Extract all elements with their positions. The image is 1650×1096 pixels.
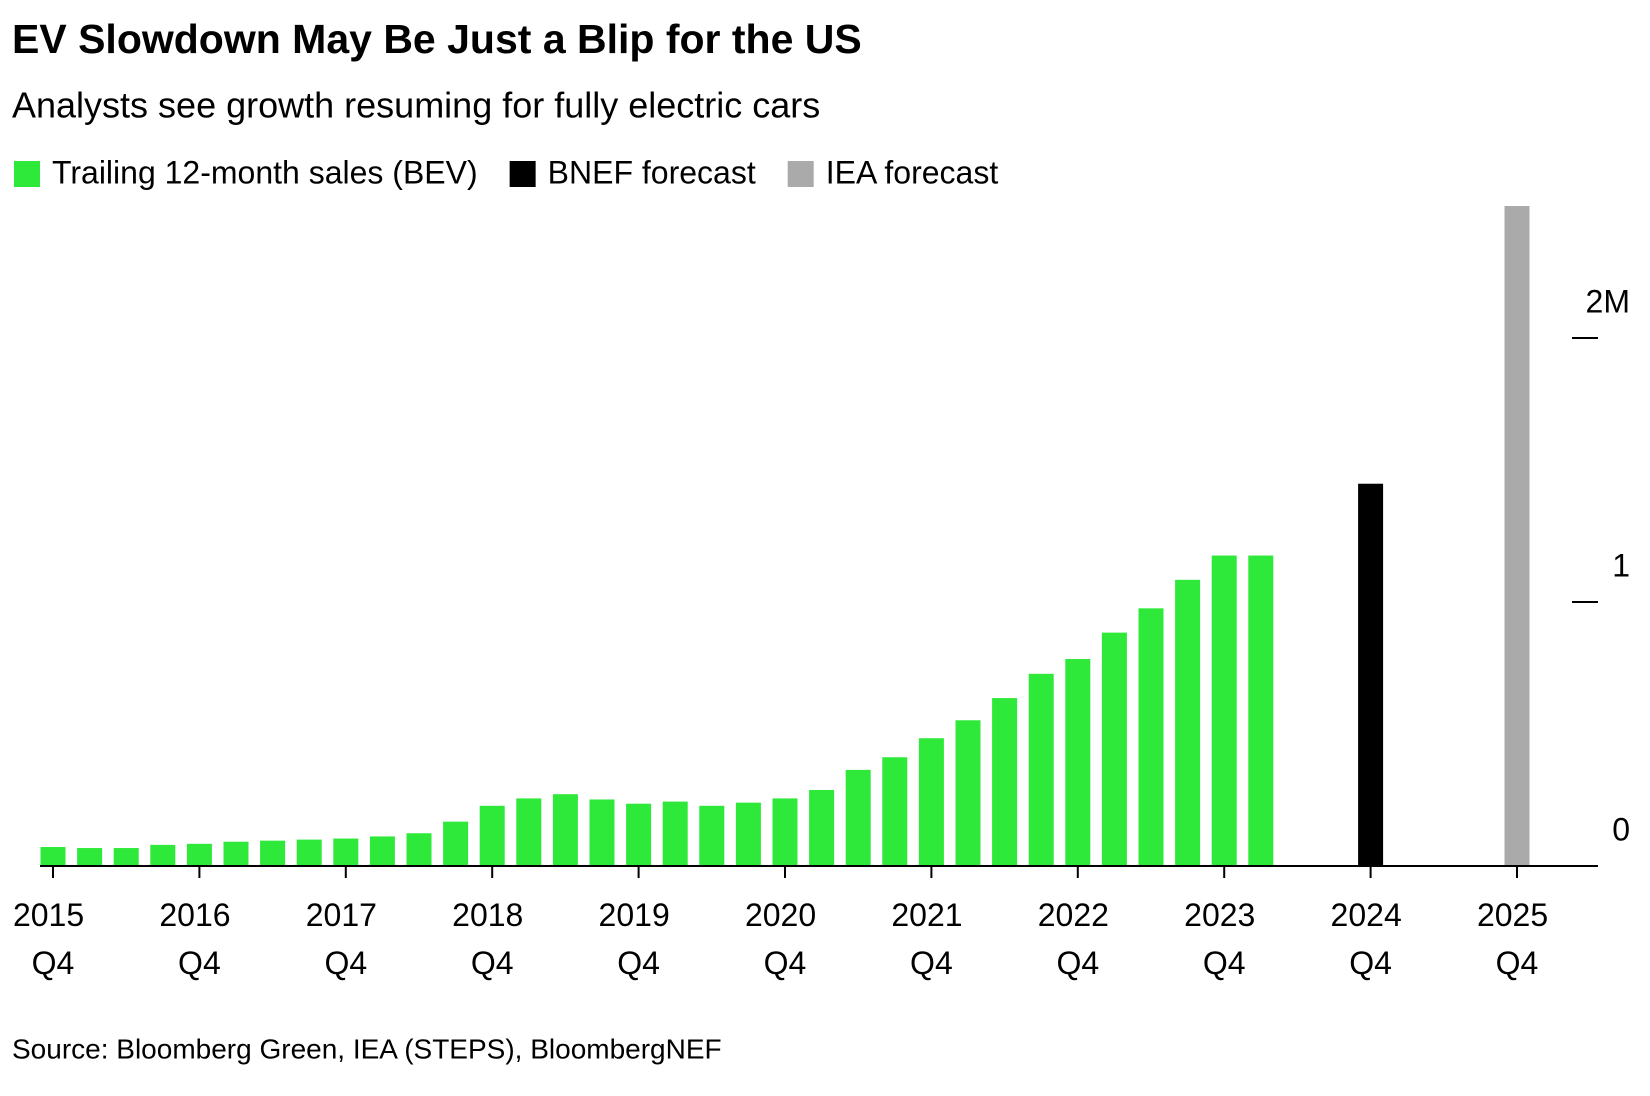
bar — [1175, 579, 1201, 866]
bar — [955, 720, 981, 866]
bar — [150, 844, 176, 866]
bar — [918, 738, 944, 866]
x-tick-label-line: Q4 — [617, 945, 660, 981]
bar — [1248, 555, 1274, 866]
bar — [589, 799, 615, 866]
x-tick-label: 2022 Q4 — [1038, 897, 1118, 981]
x-tick-label-line: 2020 — [745, 897, 825, 933]
x-tick-label: 2017 Q4 — [306, 897, 386, 981]
x-tick-label-line: Q4 — [324, 945, 367, 981]
bar — [223, 841, 249, 866]
x-tick-label: 2021 Q4 — [891, 897, 971, 981]
x-tick-label-line: Q4 — [32, 945, 75, 981]
bar — [1028, 673, 1054, 866]
x-tick-label: 2016 Q4 — [159, 897, 239, 981]
legend-swatch — [787, 161, 814, 187]
x-tick-label: 2019 Q4 — [599, 897, 679, 981]
x-tick-label: 2024 Q4 — [1331, 897, 1411, 981]
x-tick-label: 2023 Q4 — [1184, 897, 1264, 981]
bar — [40, 846, 66, 866]
bar — [113, 848, 139, 866]
x-tick-label-line: Q4 — [471, 945, 514, 981]
bar — [516, 798, 542, 866]
bar — [406, 833, 432, 866]
bar — [1211, 555, 1237, 866]
x-tick-label-line: Q4 — [1496, 945, 1539, 981]
bar — [699, 805, 725, 866]
bar — [369, 836, 395, 866]
x-tick-label: 2018 Q4 — [452, 897, 532, 981]
x-tick-label-line: 2022 — [1038, 897, 1118, 933]
x-tick-label: 2020 Q4 — [745, 897, 825, 981]
x-tick-label-line: Q4 — [178, 945, 221, 981]
bar — [809, 789, 835, 866]
legend-label: IEA forecast — [826, 154, 999, 190]
x-tick-label-line: 2021 — [891, 897, 971, 933]
bar — [1504, 206, 1530, 866]
x-tick-label: 2015 Q4 — [13, 897, 93, 981]
bar — [479, 805, 505, 866]
bar — [992, 698, 1018, 866]
bar — [1101, 632, 1127, 866]
bar — [443, 821, 469, 866]
legend-swatch — [14, 161, 40, 187]
x-tick-label-line: Q4 — [1056, 945, 1099, 981]
x-tick-label-line: 2016 — [159, 897, 239, 933]
x-tick-label-line: Q4 — [910, 945, 953, 981]
bar — [186, 843, 212, 866]
bar — [1065, 659, 1091, 866]
bar — [662, 801, 688, 866]
y-tick-label: 2M — [1586, 283, 1630, 319]
bar — [260, 840, 286, 866]
x-tick-label: 2025 Q4 — [1477, 897, 1557, 981]
bar — [626, 803, 652, 866]
x-tick-label-line: 2019 — [599, 897, 679, 933]
legend-label: BNEF forecast — [548, 154, 756, 190]
bar — [296, 839, 322, 866]
legend-label: Trailing 12-month sales (BEV) — [52, 154, 478, 190]
x-tick-label-line: 2017 — [306, 897, 386, 933]
chart-subtitle: Analysts see growth resuming for fully e… — [12, 85, 820, 126]
source-note: Source: Bloomberg Green, IEA (STEPS), Bl… — [12, 1033, 722, 1064]
bar — [1138, 608, 1164, 866]
bar — [735, 802, 761, 866]
y-tick-label: 1 — [1612, 547, 1630, 583]
x-tick-label-line: 2018 — [452, 897, 532, 933]
bar — [845, 769, 871, 866]
bar — [333, 838, 359, 866]
y-tick-label: 0 — [1612, 811, 1630, 847]
chart-title: EV Slowdown May Be Just a Blip for the U… — [12, 16, 862, 62]
legend-swatch — [509, 161, 536, 187]
x-tick-label-line: Q4 — [764, 945, 807, 981]
bar — [772, 798, 798, 866]
x-tick-label-line: 2023 — [1184, 897, 1264, 933]
bar — [882, 757, 908, 866]
x-tick-label-line: Q4 — [1203, 945, 1246, 981]
x-tick-label-line: 2015 — [13, 897, 93, 933]
bar — [77, 848, 103, 866]
x-tick-label-line: 2025 — [1477, 897, 1557, 933]
x-tick-label-line: 2024 — [1331, 897, 1411, 933]
bar — [1358, 483, 1384, 866]
x-tick-label-line: Q4 — [1349, 945, 1392, 981]
bar — [552, 794, 578, 866]
